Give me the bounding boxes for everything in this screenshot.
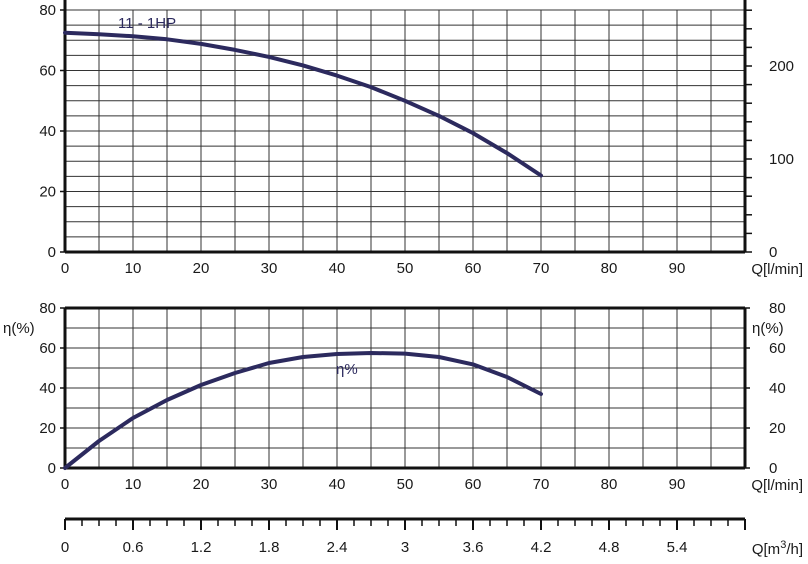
- x-tick-label: 20: [193, 476, 210, 493]
- y-tick-label-left: 20: [39, 184, 56, 201]
- y-tick-label-left: 60: [39, 63, 56, 80]
- x-tick-label: 80: [601, 260, 618, 277]
- x-tick-label: 30: [261, 260, 278, 277]
- flow-tick-label: 4.8: [599, 539, 620, 556]
- flow-axis-label-prefix: Q[m: [752, 541, 780, 558]
- y-tick-label-left: 60: [39, 340, 56, 357]
- y-tick-label-right: 60: [769, 340, 786, 357]
- series-line: [63, 351, 543, 470]
- y-tick-label-left: 0: [48, 460, 56, 477]
- series-line: [63, 30, 543, 178]
- y-tick-label-left: 80: [39, 300, 56, 317]
- x-tick-label: 0: [61, 260, 69, 277]
- x-tick-label: 0: [61, 476, 69, 493]
- x-tick-label: 30: [261, 476, 278, 493]
- x-tick-label: 70: [533, 476, 550, 493]
- y-tick-label-right: 80: [769, 300, 786, 317]
- series-label: 11 - 1HP: [118, 15, 176, 32]
- x-tick-label: 50: [397, 260, 414, 277]
- x-tick-label: 90: [669, 260, 686, 277]
- x-tick-label: 40: [329, 260, 346, 277]
- x-tick-label: 50: [397, 476, 414, 493]
- y-tick-label-right: 200: [769, 58, 794, 75]
- x-tick-label: 40: [329, 476, 346, 493]
- y-tick-label-right: 100: [769, 151, 794, 168]
- flow-tick-label: 5.4: [667, 539, 688, 556]
- y-axis-label-right: η(%): [752, 320, 784, 337]
- x-tick-label: 90: [669, 476, 686, 493]
- y-tick-label-left: 40: [39, 123, 56, 140]
- x-axis-label: Q[l/min]: [751, 261, 803, 278]
- x-tick-label: 70: [533, 260, 550, 277]
- series-label: η%: [336, 361, 358, 378]
- x-tick-label: 60: [465, 260, 482, 277]
- flow-tick-label: 0.6: [123, 539, 144, 556]
- y-tick-label-left: 0: [48, 244, 56, 261]
- x-axis-label: Q[l/min]: [751, 477, 803, 494]
- flow-tick-label: 1.2: [191, 539, 212, 556]
- x-tick-label: 80: [601, 476, 618, 493]
- flow-m3h-axis-panel: 0 0.6 1.2 1.8 2.4 3 3.6 4.2 4.8 5.4 Q[m3/h]: [61, 517, 803, 558]
- y-tick-label-left: 20: [39, 420, 56, 437]
- x-tick-label: 10: [125, 476, 142, 493]
- x-tick-label: 20: [193, 260, 210, 277]
- flow-tick-label: 0: [61, 539, 69, 556]
- y-tick-label-right: 0: [769, 460, 777, 477]
- y-tick-label-right: 0: [769, 244, 777, 261]
- flow-tick-label: 3.6: [463, 539, 484, 556]
- x-tick-label: 60: [465, 476, 482, 493]
- y-tick-label-left: 40: [39, 380, 56, 397]
- flow-axis-label-suffix: /h]: [786, 541, 803, 558]
- flow-tick-label: 2.4: [327, 539, 348, 556]
- y-tick-label-right: 20: [769, 420, 786, 437]
- flow-tick-label: 1.8: [259, 539, 280, 556]
- y-tick-label-left: 80: [39, 2, 56, 19]
- y-tick-label-right: 40: [769, 380, 786, 397]
- y-axis-label-left: η(%): [3, 320, 35, 337]
- flow-tick-label: 4.2: [531, 539, 552, 556]
- flow-tick-label: 3: [401, 539, 409, 556]
- flow-axis-label-sup: 3: [780, 539, 786, 551]
- flow-axis-label: Q[m3/h]: [752, 539, 803, 558]
- x-tick-label: 10: [125, 260, 142, 277]
